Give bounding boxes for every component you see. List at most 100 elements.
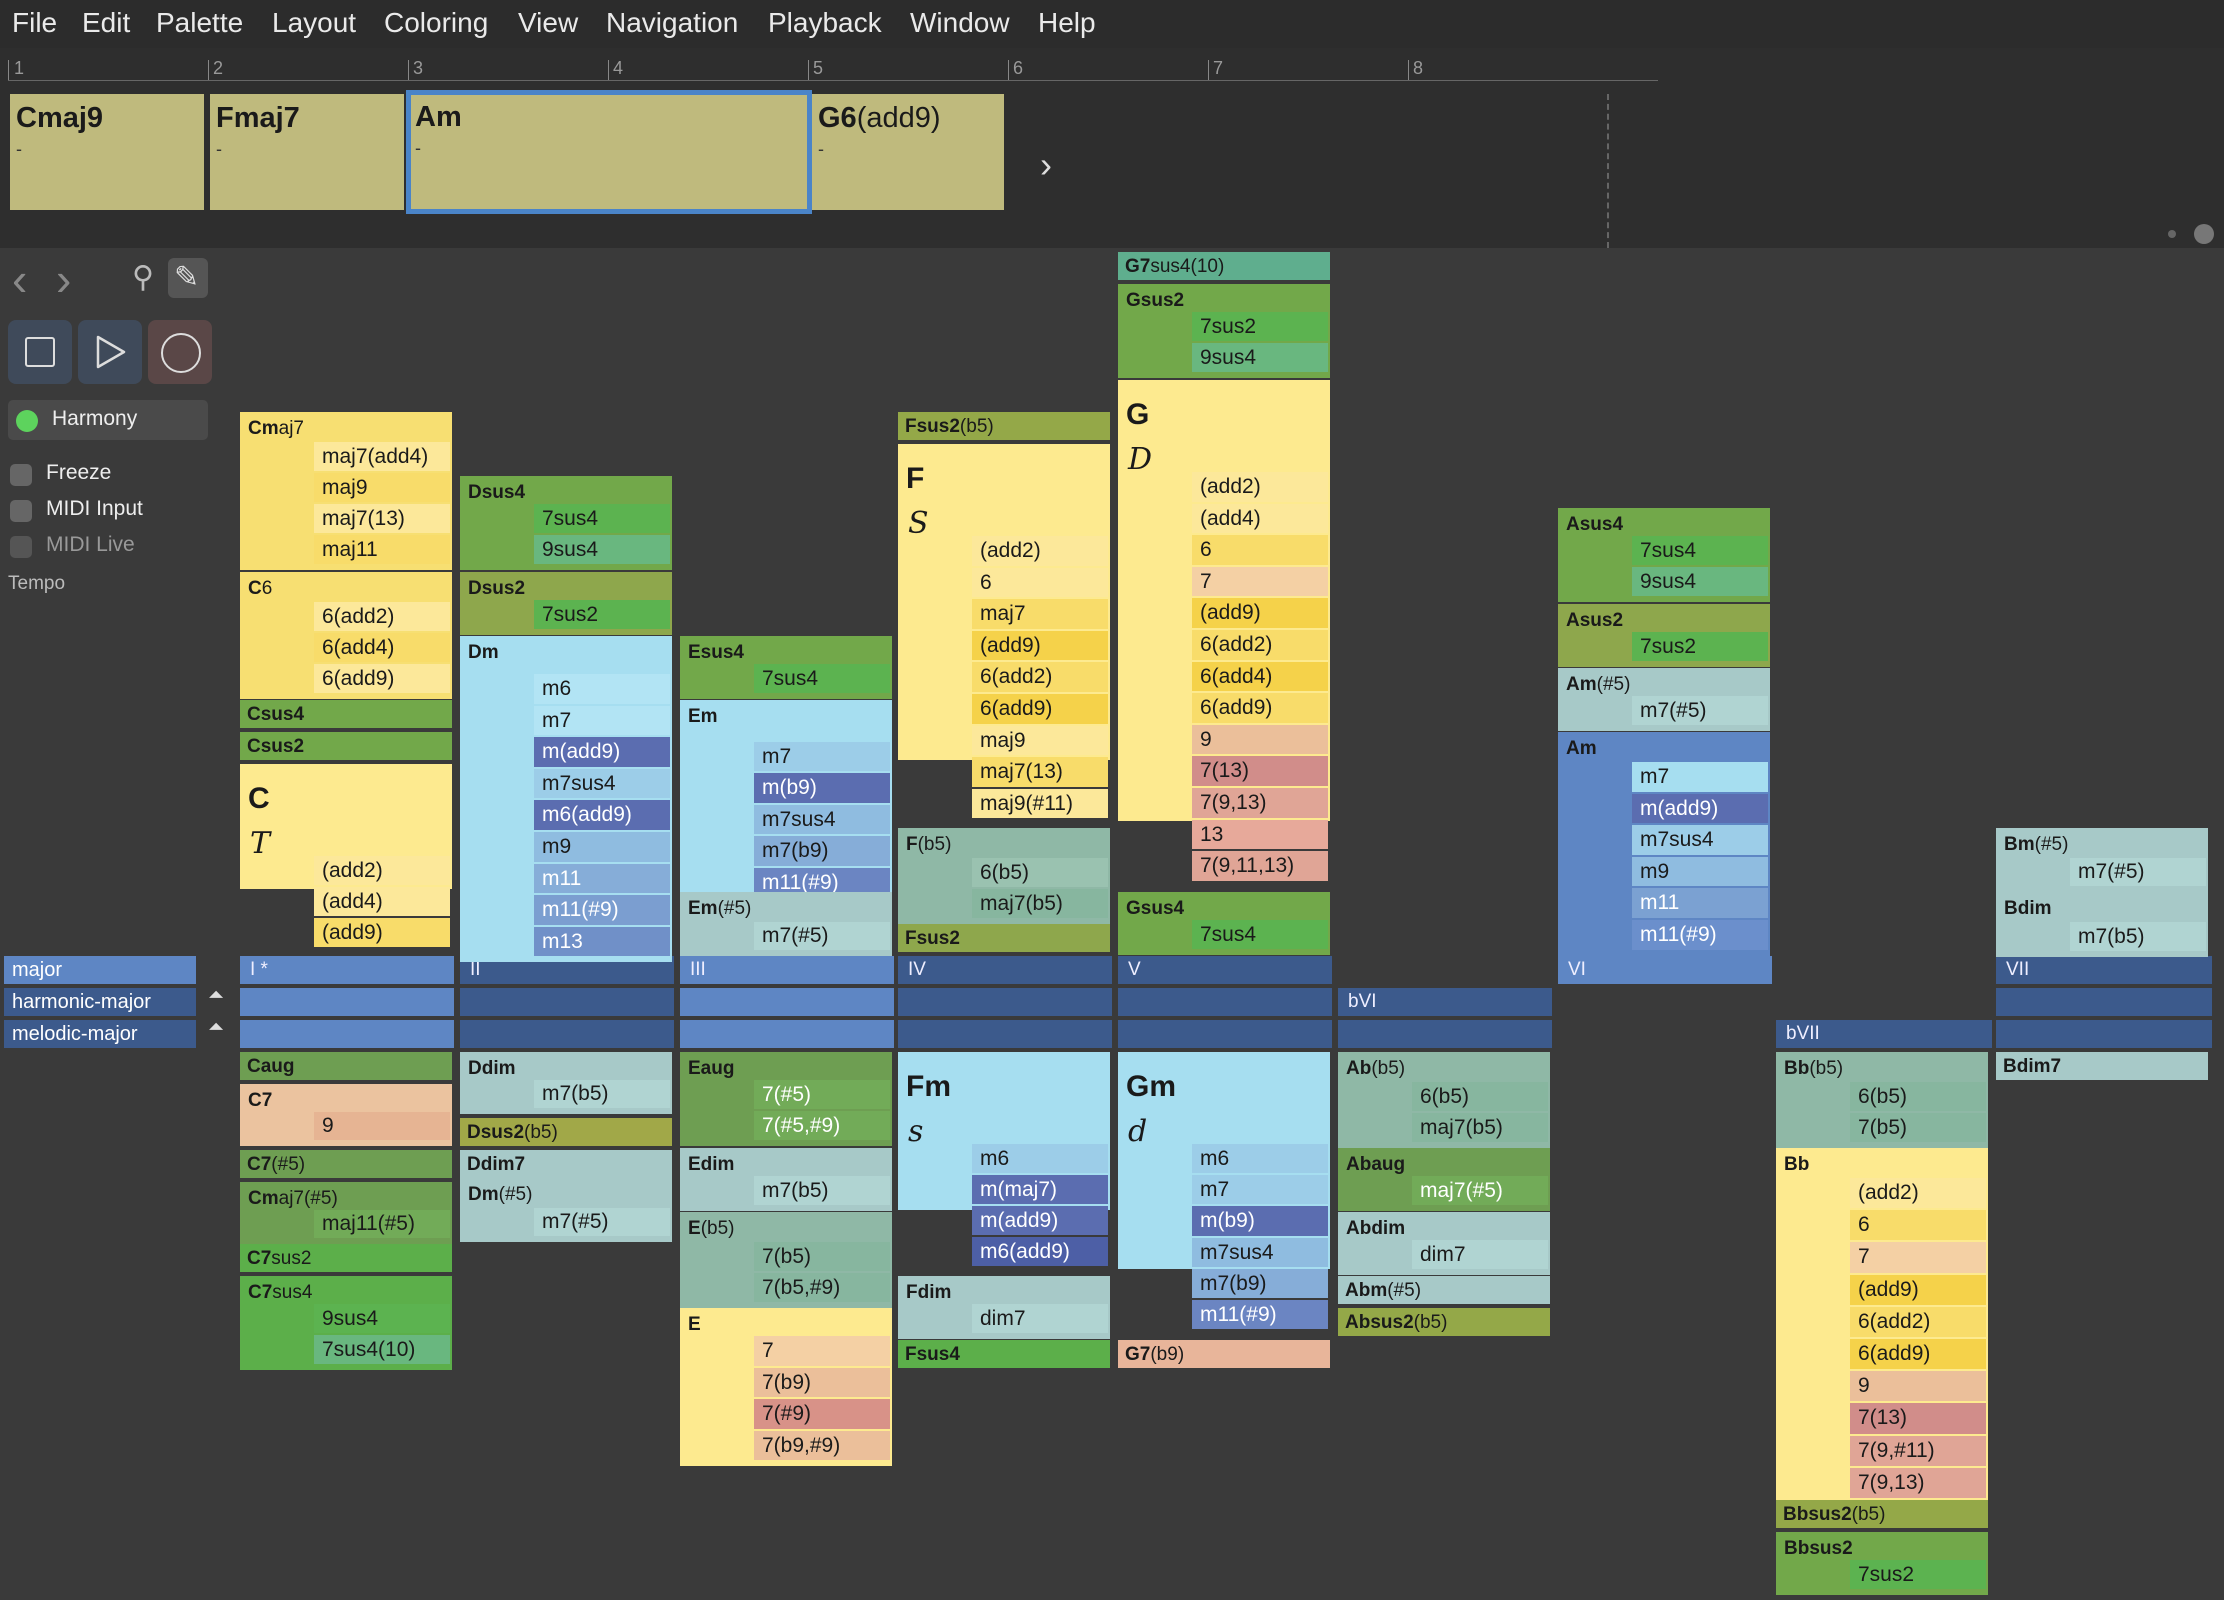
chord-variant[interactable]: maj9 (972, 725, 1108, 756)
midi-input-checkbox[interactable] (10, 500, 32, 522)
chord-variant[interactable]: 6(add4) (1192, 661, 1328, 692)
menu-view[interactable]: View (518, 7, 579, 38)
pin-icon[interactable]: ⚲ (132, 261, 154, 294)
chord-block[interactable]: Em(#5) m7(#5) (680, 892, 892, 956)
chord-variant[interactable]: 7sus2 (1192, 312, 1328, 341)
chord-variant[interactable]: m11 (534, 863, 670, 894)
chord-variant[interactable]: m7(#5) (754, 922, 890, 950)
chord-block[interactable]: E(b5) 7(b5) 7(b5,#9) (680, 1212, 892, 1308)
degree-III[interactable]: III (680, 956, 894, 984)
chord-block[interactable]: Bdim m7(b5) (1996, 892, 2208, 957)
progression-chord[interactable]: Cmaj9 - (10, 94, 204, 210)
chord-variant[interactable]: m11 (1632, 888, 1768, 918)
chord-block[interactable]: Dsus2(b5) (460, 1118, 672, 1146)
midi-live-checkbox[interactable] (10, 536, 32, 558)
chord-block[interactable]: C7(#5) (240, 1150, 452, 1178)
harmony-toggle[interactable]: Harmony (8, 400, 208, 440)
chord-variant[interactable]: maj7(13) (972, 757, 1108, 787)
progression-chord[interactable]: Fmaj7 - (210, 94, 404, 210)
chord-variant[interactable]: 6(b5) (1850, 1082, 1986, 1111)
chord-block[interactable]: Csus2 (240, 732, 452, 760)
chord-variant[interactable]: m6 (1192, 1144, 1328, 1174)
mode-up-icon[interactable]: ⏶ (208, 984, 224, 1006)
chord-variant[interactable]: 6(add9) (314, 664, 450, 693)
degree-VII[interactable]: VII (1996, 956, 2212, 984)
degree-strip[interactable] (1118, 988, 1332, 1016)
chord-variant[interactable]: 6(add4) (314, 633, 450, 662)
chord-variant[interactable]: 7sus4 (1632, 536, 1768, 565)
chord-variant[interactable]: maj7(add4) (314, 442, 450, 471)
degree-I[interactable]: I * (240, 956, 454, 984)
chord-block[interactable]: G7(b9) (1118, 1340, 1330, 1368)
chord-variant[interactable]: m7sus4 (1192, 1237, 1328, 1267)
chord-block[interactable]: Bm(#5) m7(#5) (1996, 828, 2208, 892)
menu-layout[interactable]: Layout (272, 7, 357, 38)
chord-block[interactable]: Bb(b5) 6(b5) 7(b5) (1776, 1052, 1988, 1148)
chord-variant[interactable]: m7(#5) (1632, 696, 1768, 725)
chord-variant[interactable]: 13 (1192, 819, 1328, 850)
chord-variant[interactable]: maj7 (972, 599, 1108, 629)
degree-strip[interactable] (240, 1020, 454, 1048)
chord-variant[interactable]: maj9(#11) (972, 788, 1108, 819)
chord-variant[interactable]: 7sus4(10) (314, 1335, 450, 1364)
progression-chord[interactable]: G6(add9) - (812, 94, 1004, 210)
chord-variant[interactable]: 9sus4 (1192, 343, 1328, 372)
chord-variant[interactable]: (add9) (972, 630, 1108, 661)
chord-block[interactable]: Fsus2 (898, 924, 1110, 952)
chord-variant[interactable]: 7sus2 (1850, 1560, 1986, 1589)
chord-variant[interactable]: 9sus4 (534, 535, 670, 564)
degree-strip[interactable] (680, 988, 894, 1016)
chord-variant[interactable]: dim7 (1412, 1240, 1548, 1269)
chord-block[interactable]: Fdim dim7 (898, 1276, 1110, 1339)
chord-block[interactable]: Bdim7 (1996, 1052, 2208, 1080)
chord-block[interactable]: Cmaj7 maj7(add4) maj9 maj7(13) maj11 (240, 412, 452, 570)
degree-strip[interactable] (1996, 1020, 2212, 1048)
chord-block[interactable]: Asus2 7sus2 (1558, 604, 1770, 667)
chord-variant[interactable]: m7 (534, 705, 670, 736)
chord-variant[interactable]: m(b9) (754, 773, 890, 803)
chord-variant[interactable]: (add9) (1192, 598, 1328, 628)
chord-variant[interactable]: 9sus4 (1632, 567, 1768, 596)
chord-variant[interactable]: m6 (534, 674, 670, 704)
chord-block[interactable]: Fsus2(b5) (898, 412, 1110, 440)
chord-variant[interactable]: (add2) (1192, 472, 1328, 502)
chord-variant[interactable]: m7sus4 (754, 804, 890, 835)
chord-variant[interactable]: m7 (1192, 1175, 1328, 1205)
degree-strip[interactable] (898, 1020, 1112, 1048)
chord-variant[interactable]: dim7 (972, 1304, 1108, 1333)
chord-variant[interactable]: 7(#5) (754, 1080, 890, 1109)
menu-coloring[interactable]: Coloring (384, 7, 489, 38)
chord-variant[interactable]: 9 (314, 1112, 450, 1140)
chord-variant[interactable]: 6(add9) (1850, 1339, 1986, 1370)
degree-strip[interactable] (240, 988, 454, 1016)
chord-variant[interactable]: 7(#9) (754, 1399, 890, 1429)
chord-block[interactable]: Am(#5) m7(#5) (1558, 668, 1770, 731)
chord-block[interactable]: Csus4 (240, 700, 452, 728)
chord-variant[interactable]: 6 (1192, 535, 1328, 565)
degree-V[interactable]: V (1118, 956, 1332, 984)
chevron-right-icon[interactable]: › (1040, 144, 1052, 185)
chord-block[interactable]: Dm(#5) m7(#5) (460, 1178, 672, 1242)
chord-variant[interactable]: 7 (1192, 566, 1328, 597)
degree-IV[interactable]: IV (898, 956, 1112, 984)
chord-block[interactable]: Dsus4 7sus4 9sus4 (460, 476, 672, 570)
chord-variant[interactable]: m(maj7) (972, 1175, 1108, 1204)
degree-strip[interactable] (1996, 988, 2212, 1016)
chord-variant[interactable]: m7(b5) (754, 1176, 890, 1205)
degree-strip[interactable] (898, 988, 1112, 1016)
chord-variant[interactable]: m7sus4 (1632, 825, 1768, 855)
edit-button[interactable]: ✎ (168, 258, 208, 298)
chord-block[interactable]: Gm d m6 m7 m(b9) m7sus4 m7(b9) m11(#9) (1118, 1052, 1330, 1330)
chord-variant[interactable]: m6(add9) (972, 1237, 1108, 1266)
chord-variant[interactable]: (add2) (972, 536, 1108, 566)
chord-variant[interactable]: 7(9,#11) (1850, 1435, 1986, 1466)
chord-variant[interactable]: m7 (1632, 762, 1768, 792)
chord-variant[interactable]: 6(add2) (972, 662, 1108, 692)
chord-variant[interactable]: maj9 (314, 473, 450, 502)
chord-variant[interactable]: m9 (534, 832, 670, 862)
degree-bVI[interactable]: bVI (1338, 988, 1552, 1016)
chord-variant[interactable]: 7(13) (1850, 1403, 1986, 1434)
scroll-handle[interactable] (2194, 224, 2214, 244)
chord-block[interactable]: C7sus2 (240, 1244, 452, 1272)
chord-variant[interactable]: maj7(13) (314, 504, 450, 533)
